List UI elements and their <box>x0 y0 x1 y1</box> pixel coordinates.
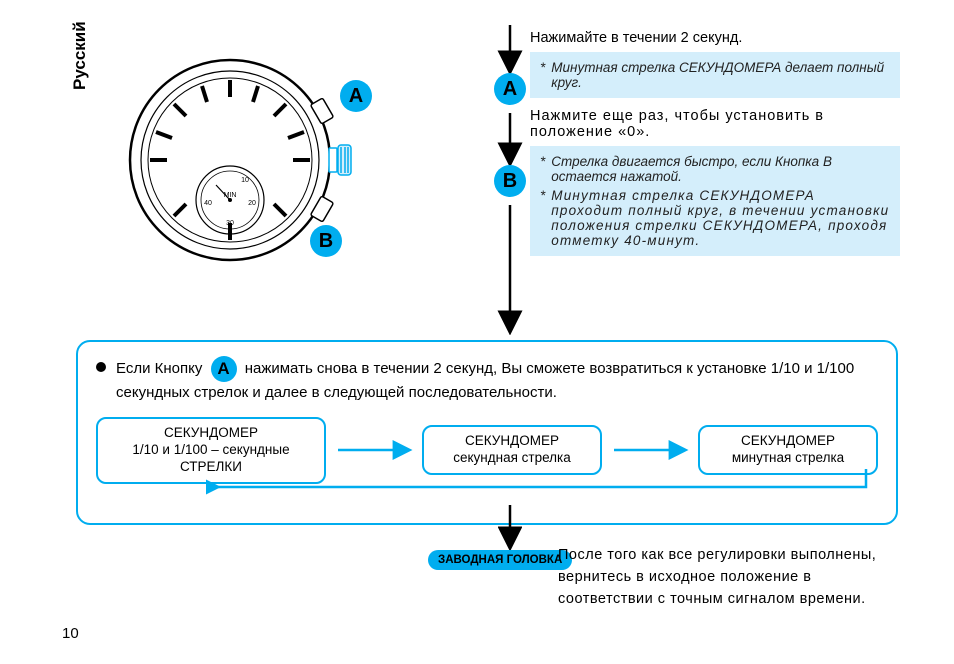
subdial-tick: 20 <box>248 200 256 207</box>
step-badge-a: A <box>494 73 526 105</box>
step-b-note-2: Минутная стрелка СЕКУНДОМЕРА проходит по… <box>551 188 890 248</box>
watch-badge-b: B <box>310 225 342 257</box>
language-label: Русский <box>70 21 90 90</box>
final-text: После того как все регулировки выполнены… <box>558 545 898 610</box>
watch-badge-a: A <box>340 80 372 112</box>
cycle-item-3: СЕКУНДОМЕР минутная стрелка <box>698 425 878 475</box>
arrow-right-icon <box>334 430 414 470</box>
arrow-down-icon <box>498 505 522 550</box>
step-a-note: *Минутная стрелка СЕКУНДОМЕРА делает пол… <box>530 52 900 98</box>
step-badge-b: B <box>494 165 526 197</box>
bullet-dot-icon <box>96 362 106 372</box>
arrow-right-icon <box>610 430 690 470</box>
cycle-bullet: Если Кнопку A нажимать снова в течении 2… <box>96 356 878 403</box>
step-b-text: Нажмите еще раз, чтобы установить в поло… <box>530 108 900 140</box>
step-b-note: *Стрелка двигается быстро, если Кнопка В… <box>530 146 900 256</box>
crown-label: ЗАВОДНАЯ ГОЛОВКА <box>428 550 572 570</box>
subdial-tick: 30 <box>226 220 234 227</box>
page-number: 10 <box>62 625 79 642</box>
cycle-box: Если Кнопку A нажимать снова в течении 2… <box>76 340 898 525</box>
step-arrow-column: A B <box>490 25 530 325</box>
inline-badge-a: A <box>211 356 237 382</box>
cycle-item-2: СЕКУНДОМЕР секундная стрелка <box>422 425 602 475</box>
instructions-column: Нажимайте в течении 2 секунд. *Минутная … <box>530 30 900 266</box>
step-b-note-1: Стрелка двигается быстро, если Кнопка В … <box>551 154 890 184</box>
cycle-return-arrow-icon <box>206 469 876 505</box>
step-a-text: Нажимайте в течении 2 секунд. <box>530 30 900 46</box>
subdial-tick: 10 <box>241 177 249 184</box>
subdial-tick: 40 <box>204 200 212 207</box>
